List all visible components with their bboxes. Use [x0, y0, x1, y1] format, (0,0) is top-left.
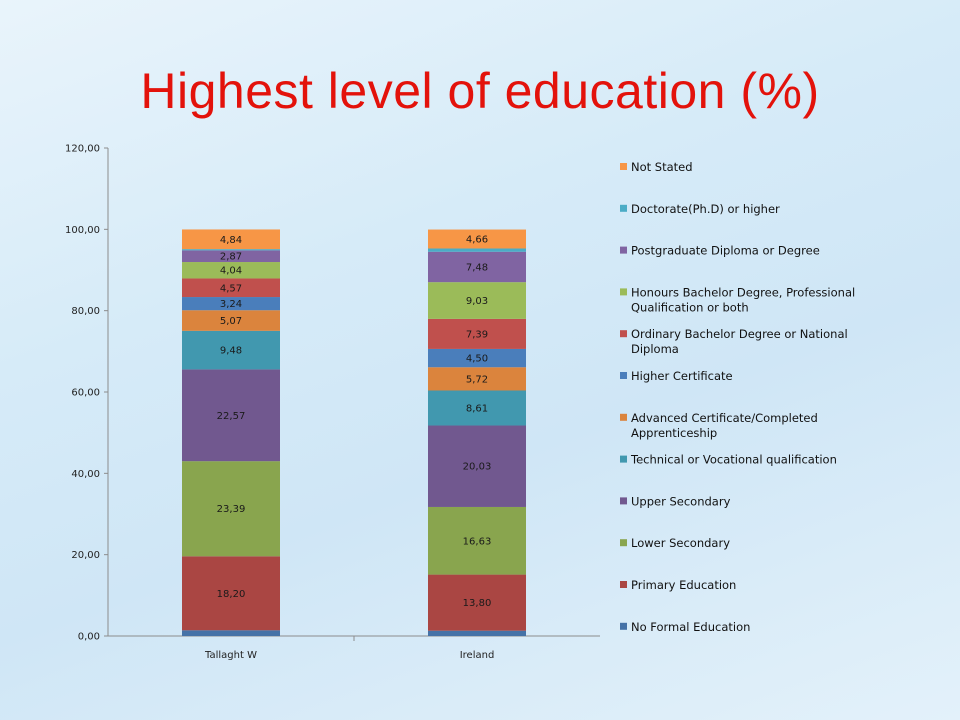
bar-segment — [182, 556, 280, 631]
bar-segment — [428, 229, 526, 249]
legend-swatch — [620, 539, 627, 547]
data-label: 4,50 — [466, 354, 488, 365]
chart-legend: Not Stated Doctorate(Ph.D) or higher Postg… — [620, 160, 855, 634]
bar-segment — [428, 348, 526, 368]
legend-swatch — [620, 455, 627, 463]
bar-segment — [182, 249, 280, 251]
legend-swatch — [620, 246, 627, 254]
y-tick-label: 80,00 — [71, 306, 100, 317]
data-label: 7,39 — [466, 329, 488, 340]
bar-segment — [182, 297, 280, 311]
x-category-label: Tallaght W — [204, 650, 257, 661]
legend-label: Honours Bachelor Degree, Professional Qua… — [631, 285, 855, 314]
bar-segment — [428, 367, 526, 391]
bar-segment — [182, 262, 280, 279]
bar-segment — [182, 278, 280, 298]
data-label: 18,20 — [217, 589, 246, 600]
legend-swatch — [620, 204, 627, 212]
y-tick-label: 100,00 — [65, 225, 100, 236]
y-tick-label: 120,00 — [65, 144, 100, 155]
data-label: 23,39 — [217, 504, 246, 515]
bar-segment — [428, 251, 526, 283]
data-label: 2,87 — [220, 252, 242, 263]
data-label: 7,48 — [466, 262, 488, 273]
y-tick-label: 60,00 — [71, 388, 100, 399]
legend-label: Lower Secondary — [631, 536, 730, 550]
data-label: 13,80 — [463, 598, 492, 609]
x-category-label: Ireland — [460, 650, 495, 661]
legend-swatch — [620, 622, 627, 630]
bar-segment — [428, 630, 526, 636]
data-label: 4,66 — [466, 235, 488, 246]
legend-swatch — [620, 163, 627, 170]
legend-label: Doctorate(Ph.D) or higher — [631, 202, 780, 216]
legend-label: Technical or Vocational qualification — [630, 453, 837, 467]
legend-swatch — [620, 581, 627, 588]
data-label: 5,72 — [466, 374, 488, 385]
bar-segment — [428, 425, 526, 507]
legend-label: Not Stated — [631, 160, 693, 174]
data-label: 16,63 — [463, 536, 492, 547]
chart-data-labels: 18,20 23,39 22,57 9,48 5,07 3,24 4,57 4,04 2,87 4… — [217, 235, 492, 610]
bar-segment — [182, 250, 280, 263]
bar-segment — [428, 248, 526, 252]
data-label: 3,24 — [220, 299, 242, 310]
bar-segment — [428, 390, 526, 426]
data-label: 4,57 — [220, 283, 242, 294]
bar-segment — [182, 310, 280, 331]
legend-swatch — [620, 372, 627, 379]
bar-segment — [182, 461, 280, 557]
data-label: 9,48 — [220, 346, 242, 357]
bar-segment — [182, 229, 280, 250]
legend-label: Ordinary Bachelor Degree or National Dipl… — [631, 327, 848, 356]
bar-segment — [428, 282, 526, 319]
legend-label: No Formal Education — [631, 620, 750, 634]
y-tick-label: 40,00 — [71, 469, 100, 480]
legend-label: Upper Secondary — [631, 494, 731, 508]
data-label: 4,04 — [220, 266, 242, 277]
bar-segment — [182, 369, 280, 462]
legend-swatch — [620, 413, 627, 421]
bar-segment — [182, 630, 280, 636]
data-label: 5,07 — [220, 316, 242, 327]
legend-swatch — [620, 288, 627, 296]
legend-label: Postgraduate Diploma or Degree — [631, 244, 820, 258]
legend-swatch — [620, 497, 627, 505]
legend-swatch — [620, 330, 627, 338]
chart-bars — [182, 229, 526, 636]
bar-segment — [428, 574, 526, 631]
data-label: 20,03 — [463, 462, 492, 473]
data-label: 9,03 — [466, 296, 488, 307]
legend-label: Advanced Certificate/Completed Apprentice… — [631, 411, 818, 440]
data-label: 4,84 — [220, 235, 242, 246]
bar-segment — [182, 330, 280, 370]
y-tick-label: 20,00 — [71, 550, 100, 561]
slide-title: Highest level of education (%) — [140, 63, 820, 119]
data-label: 22,57 — [217, 411, 246, 422]
bar-segment — [428, 318, 526, 349]
y-tick-label: 0,00 — [78, 632, 100, 643]
legend-label: Higher Certificate — [631, 369, 733, 383]
legend-label: Primary Education — [631, 578, 736, 592]
data-label: 8,61 — [466, 404, 488, 415]
bar-segment — [428, 506, 526, 575]
